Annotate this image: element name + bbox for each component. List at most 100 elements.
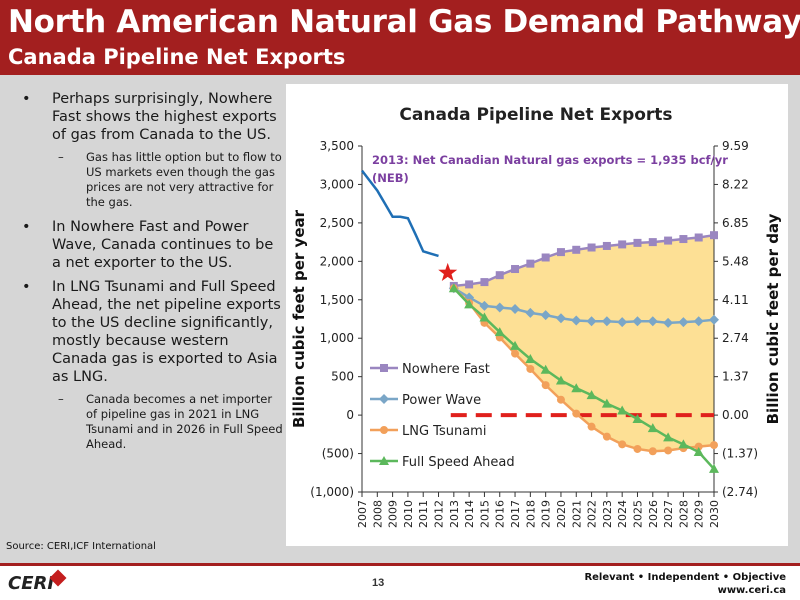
x-tick-label: 2011: [417, 500, 430, 528]
full-speed-ahead-point: [678, 439, 689, 449]
nowhere-fast-point: [587, 243, 596, 252]
full-speed-ahead-point: [555, 375, 566, 385]
historical-line: [361, 169, 439, 258]
x-tick-label: 2021: [570, 500, 583, 528]
bullet-text: In LNG Tsunami and Full Speed Ahead, the…: [52, 279, 281, 385]
lng-tsunami-point: [572, 409, 581, 418]
lng-tsunami-point: [541, 381, 550, 390]
bullet-text: In Nowhere Fast and Power Wave, Canada c…: [52, 219, 274, 271]
y-tick-label: 1,000: [320, 331, 354, 345]
y-tick-label: (1,000): [310, 485, 354, 499]
slide-subtitle: Canada Pipeline Net Exports: [8, 45, 346, 69]
full-speed-ahead-point: [601, 398, 612, 408]
y-tick-label: (500): [322, 447, 354, 461]
power-wave-point: [678, 317, 689, 328]
nowhere-fast-point: [511, 265, 520, 274]
power-wave-point: [617, 317, 628, 328]
x-tick-label: 2014: [463, 500, 476, 528]
legend-label-full-speed-ahead: Full Speed Ahead: [402, 455, 515, 470]
x-tick-label: 2013: [448, 500, 461, 528]
chart-title: Canada Pipeline Net Exports: [399, 105, 672, 125]
y2-tick-label: 9.59: [722, 139, 749, 153]
power-wave-point: [709, 314, 719, 325]
sub-bullet-text: Gas has little option but to flow to US …: [86, 150, 282, 209]
legend-marker-lng-tsunami: [380, 426, 388, 434]
bullet-item: • In LNG Tsunami and Full Speed Ahead, th…: [14, 278, 284, 386]
y-axis-label: Billion cubic feet per year: [290, 209, 308, 428]
sub-bullet-item: – Gas has little option but to flow to US…: [14, 150, 284, 210]
full-speed-ahead-point: [525, 353, 536, 363]
x-tick-label: 2010: [402, 500, 415, 528]
lng-tsunami-point: [526, 364, 535, 373]
y2-axis-label: Billion cubic feet per day: [764, 213, 782, 424]
full-speed-ahead-point: [464, 299, 475, 309]
x-tick-label: 2025: [631, 500, 644, 528]
footer-url: www.ceri.ca: [717, 585, 786, 596]
x-tick-label: 2019: [540, 500, 553, 528]
bullet-text: Perhaps surprisingly, Nowhere Fast shows…: [52, 91, 277, 143]
nowhere-fast-point: [556, 248, 565, 257]
power-wave-point: [586, 316, 597, 327]
nowhere-fast-point: [480, 278, 489, 287]
nowhere-fast-point: [710, 231, 718, 240]
legend-label-lng-tsunami: LNG Tsunami: [402, 424, 486, 439]
x-tick-label: 2020: [555, 500, 568, 528]
power-wave-point: [464, 292, 475, 303]
lng-tsunami-point: [556, 395, 565, 404]
legend-label-nowhere-fast: Nowhere Fast: [402, 362, 490, 377]
sub-bullet-marker: –: [58, 150, 64, 164]
power-wave-point: [555, 313, 566, 324]
nowhere-fast-point: [495, 271, 504, 280]
y-tick-label: 2,500: [320, 216, 354, 230]
x-tick-label: 2007: [356, 500, 369, 528]
nowhere-fast-point: [648, 238, 657, 247]
chart-annotation: 2013: Net Canadian Natural gas exports =…: [372, 153, 728, 167]
power-wave-point: [571, 315, 582, 326]
nowhere-fast-point: [572, 245, 581, 254]
bullet-item: • Perhaps surprisingly, Nowhere Fast show…: [14, 90, 284, 144]
x-tick-label: 2016: [494, 500, 507, 528]
y2-tick-label: 6.85: [722, 216, 749, 230]
legend-marker-nowhere-fast: [380, 364, 388, 372]
x-tick-label: 2023: [601, 500, 614, 528]
ceri-logo: CERI: [8, 573, 55, 594]
full-speed-ahead-point: [647, 423, 658, 433]
y2-tick-label: 1.37: [722, 370, 749, 384]
x-tick-label: 2017: [509, 500, 522, 528]
lng-tsunami-point: [511, 349, 520, 358]
x-tick-label: 2015: [478, 500, 491, 528]
chart-annotation-source: (NEB): [372, 171, 409, 185]
line-chart: Canada Pipeline Net Exports 3,500 9.59 3,00…: [290, 105, 782, 528]
page-number: 13: [372, 577, 385, 589]
y-tick-label: 500: [331, 370, 354, 384]
nowhere-fast-point: [679, 235, 688, 244]
full-speed-ahead-point: [510, 340, 521, 350]
full-speed-ahead-point: [494, 327, 505, 337]
y2-tick-label: 0.00: [722, 408, 749, 422]
y-tick-label: 0: [346, 408, 354, 422]
y2-tick-label: (2.74): [722, 485, 758, 499]
lng-tsunami-point: [602, 432, 611, 441]
power-wave-point: [540, 310, 551, 321]
x-tick-label: 2018: [524, 500, 537, 528]
slide-footer: CERI 13 Relevant • Independent • Objecti…: [0, 566, 800, 600]
slide-title: North American Natural Gas Demand Pathwa…: [8, 4, 800, 40]
lng-tsunami-point: [587, 422, 596, 431]
x-tick-label: 2024: [616, 500, 629, 528]
source-note: Source: CERI,ICF International: [6, 541, 156, 552]
sub-bullet-marker: –: [58, 392, 64, 406]
full-speed-ahead-point: [571, 383, 582, 393]
full-speed-ahead-point: [617, 405, 628, 415]
power-wave-point: [693, 316, 704, 327]
x-tick-label: 2028: [677, 500, 690, 528]
lng-tsunami-point: [710, 441, 718, 450]
power-wave-point: [479, 300, 490, 311]
x-tick-label: 2008: [371, 500, 384, 528]
x-tick-label: 2027: [662, 500, 675, 528]
y2-tick-label: (1.37): [722, 447, 758, 461]
full-speed-ahead-point: [632, 413, 643, 423]
nowhere-fast-point: [541, 253, 550, 262]
lng-tsunami-point: [664, 446, 673, 455]
full-speed-ahead-point: [709, 463, 719, 473]
nowhere-fast-point: [602, 241, 611, 250]
